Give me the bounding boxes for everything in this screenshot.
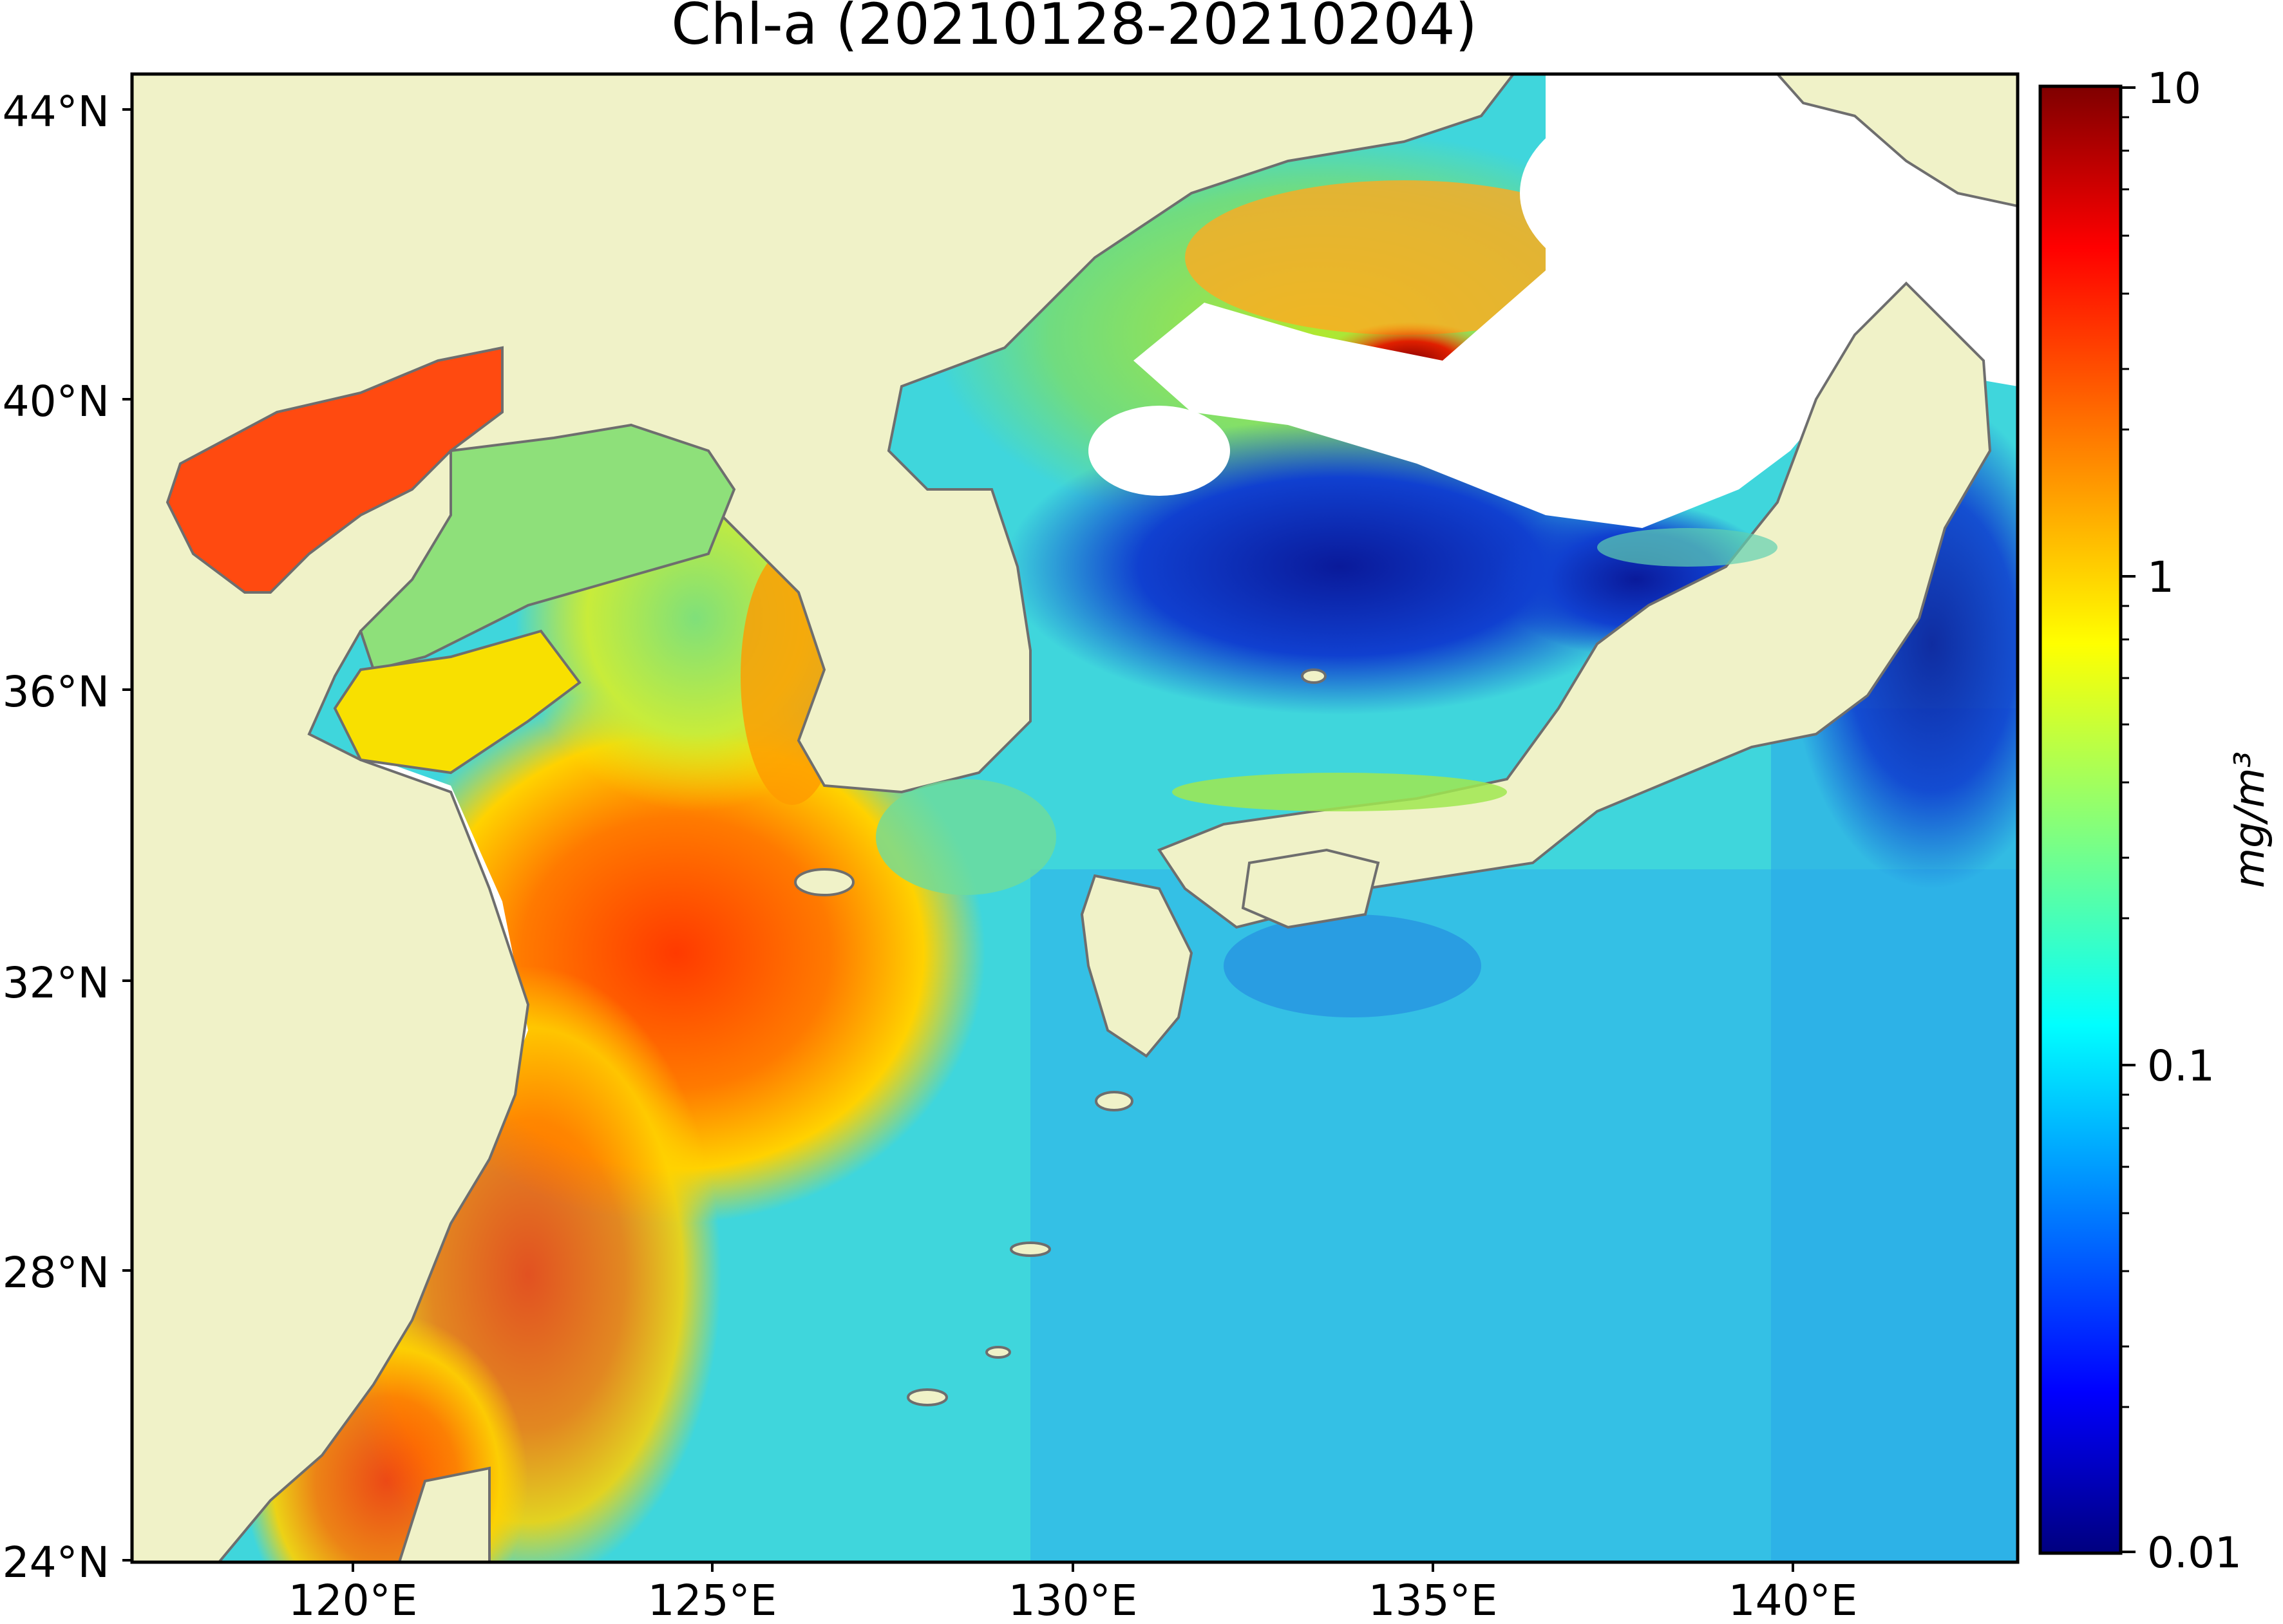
colorbar-tick-label: 0.1 xyxy=(2147,1041,2215,1091)
no-data-cloud-mask xyxy=(1088,74,2018,528)
map-frame xyxy=(130,72,2020,1564)
lat-tick-label: 44°N xyxy=(3,87,109,137)
map-plot-area xyxy=(132,74,2018,1562)
bohai-water xyxy=(166,346,736,775)
colorbar-tick-label: 10 xyxy=(2147,64,2201,113)
lon-tick-label: 135°E xyxy=(1369,1576,1498,1624)
lat-tick-label: 36°N xyxy=(3,667,109,717)
lat-tick-label: 32°N xyxy=(3,958,109,1008)
lon-tick-label: 120°E xyxy=(289,1576,418,1624)
colorbar: 10 1 0.1 0.01 mg/m³ xyxy=(2038,64,2274,1578)
lon-tick-label: 140°E xyxy=(1729,1576,1858,1624)
lat-tick-label: 24°N xyxy=(3,1538,109,1587)
lat-tick-label: 28°N xyxy=(3,1248,109,1298)
colorbar-gradient xyxy=(2038,84,2123,1555)
lon-tick-label: 125°E xyxy=(648,1576,777,1624)
lon-tick-label: 130°E xyxy=(1009,1576,1138,1624)
longitude-axis: 120°E 125°E 130°E 135°E 140°E xyxy=(289,1562,1858,1624)
map-title: Chl-a (20210128-20210204) xyxy=(671,0,1477,57)
colorbar-tick-label: 1 xyxy=(2147,552,2174,602)
colorbar-unit-label: mg/m³ xyxy=(2226,751,2274,889)
colorbar-tick-label: 0.01 xyxy=(2147,1528,2242,1578)
latitude-axis: 44°N 40°N 36°N 32°N 28°N 24°N xyxy=(3,87,132,1587)
land xyxy=(132,74,2018,1562)
lat-tick-label: 40°N xyxy=(3,377,109,426)
